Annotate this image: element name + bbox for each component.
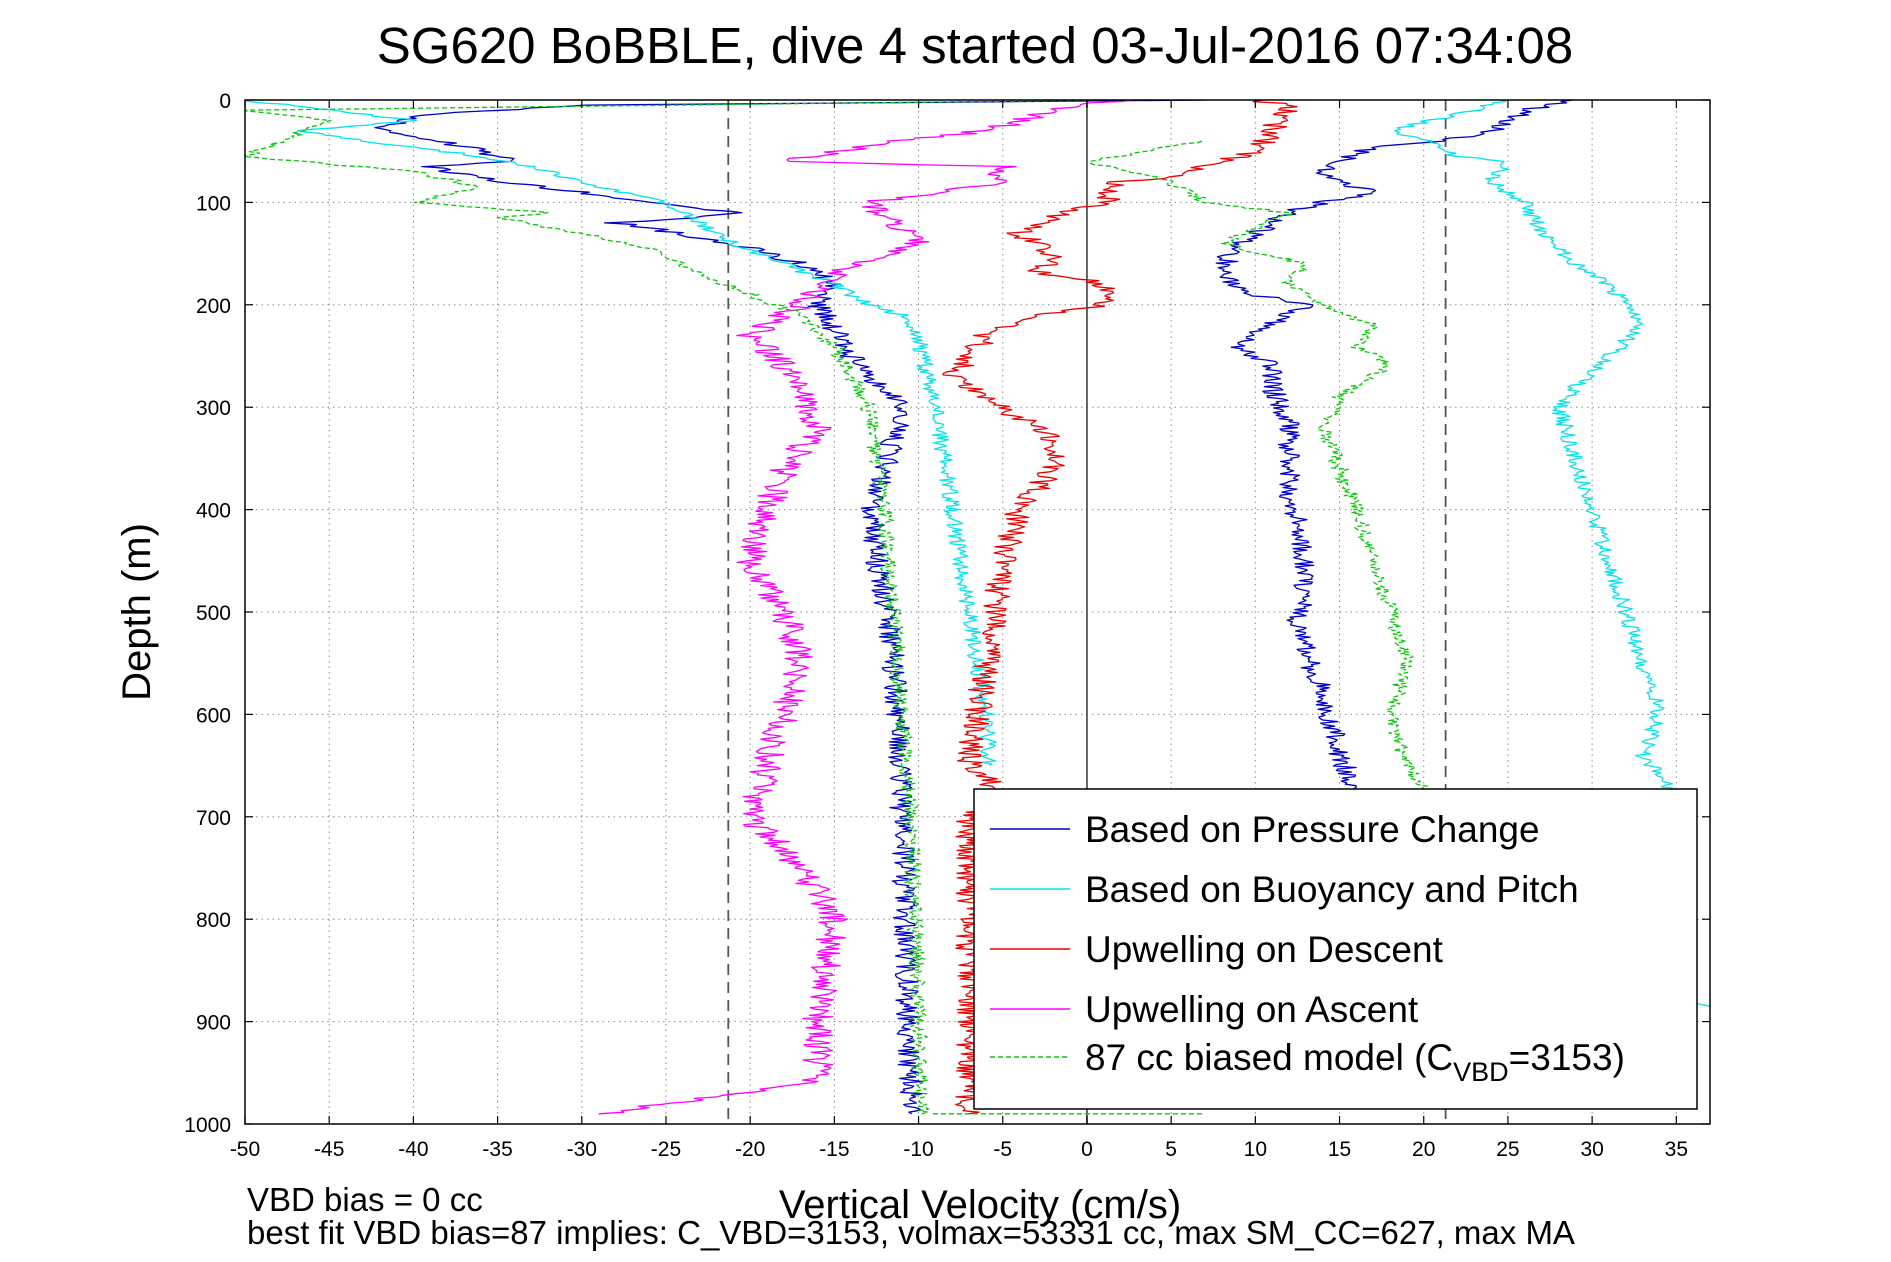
series-layer [245,100,1710,1115]
legend-label: Upwelling on Descent [1085,929,1444,970]
series-line [1394,100,1680,797]
x-tick-label: 20 [1412,1138,1435,1161]
x-tick-label: -5 [993,1138,1012,1161]
chart-title: SG620 BoBBLE, dive 4 started 03-Jul-2016… [377,17,1573,74]
series-5 [245,100,1480,1115]
x-tick-label: -40 [398,1138,428,1161]
y-axis-label: Depth (m) [115,523,159,701]
x-tick-label: -50 [230,1138,260,1161]
x-tick-label: 5 [1165,1138,1177,1161]
x-tick-label: -20 [735,1138,765,1161]
y-tick-label: 100 [196,192,231,215]
series-1 [374,100,1573,1115]
x-tick-label: 15 [1328,1138,1351,1161]
x-tick-label: -25 [651,1138,681,1161]
y-tick-label: 900 [196,1012,231,1035]
y-tick-label: 600 [196,704,231,727]
y-axis-ticks: 0 100 200 300 400 500 600 700 800 900 1000 [184,90,1710,1137]
legend-box [973,788,1698,1110]
y-tick-label: 0 [219,90,231,113]
legend-label: Based on Pressure Change [1085,809,1540,850]
y-tick-label: 300 [196,397,231,420]
y-tick-label: 400 [196,500,231,523]
best-fit-note: best fit VBD bias=87 implies: C_VBD=3153… [247,1214,1575,1251]
legend: Based on Pressure Change Based on Buoyanc… [973,788,1698,1110]
x-tick-label: 10 [1244,1138,1267,1161]
y-tick-label: 500 [196,602,231,625]
legend-label: Based on Buoyancy and Pitch [1085,869,1579,910]
legend-items: Based on Pressure Change Based on Buoyanc… [990,809,1625,1087]
x-tick-label: -10 [903,1138,933,1161]
legend-label: 87 cc biased model (CVBD=3153) [1085,1037,1625,1087]
y-tick-label: 1000 [184,1114,231,1137]
series-3 [942,100,1298,1115]
y-tick-label: 200 [196,295,231,318]
legend-label: Upwelling on Ascent [1085,989,1419,1030]
x-tick-label: -15 [819,1138,849,1161]
x-tick-label: -45 [314,1138,344,1161]
x-tick-label: 30 [1580,1138,1603,1161]
x-axis-ticks: -50 -45 -40 -35 -30 -25 -20 -15 -10 -5 0 5 10 15 20 25 3… [230,100,1688,1161]
series-line [374,100,1207,1115]
series-line [1088,140,1480,900]
x-tick-label: 0 [1081,1138,1093,1161]
vbd-bias-note: VBD bias = 0 cc [247,1181,483,1218]
series-4 [598,100,1134,1115]
series-line [245,100,1104,1115]
series-line [1215,100,1573,797]
series-line [942,100,1298,1115]
series-line [598,100,1134,1115]
series-line [245,100,997,767]
x-axis-label: Vertical Velocity (cm/s) [779,1183,1181,1227]
x-tick-label: 35 [1665,1138,1688,1161]
y-tick-label: 800 [196,909,231,932]
x-tick-label: -35 [482,1138,512,1161]
y-tick-label: 700 [196,807,231,830]
x-tick-label: -30 [567,1138,597,1161]
x-tick-label: 25 [1496,1138,1519,1161]
